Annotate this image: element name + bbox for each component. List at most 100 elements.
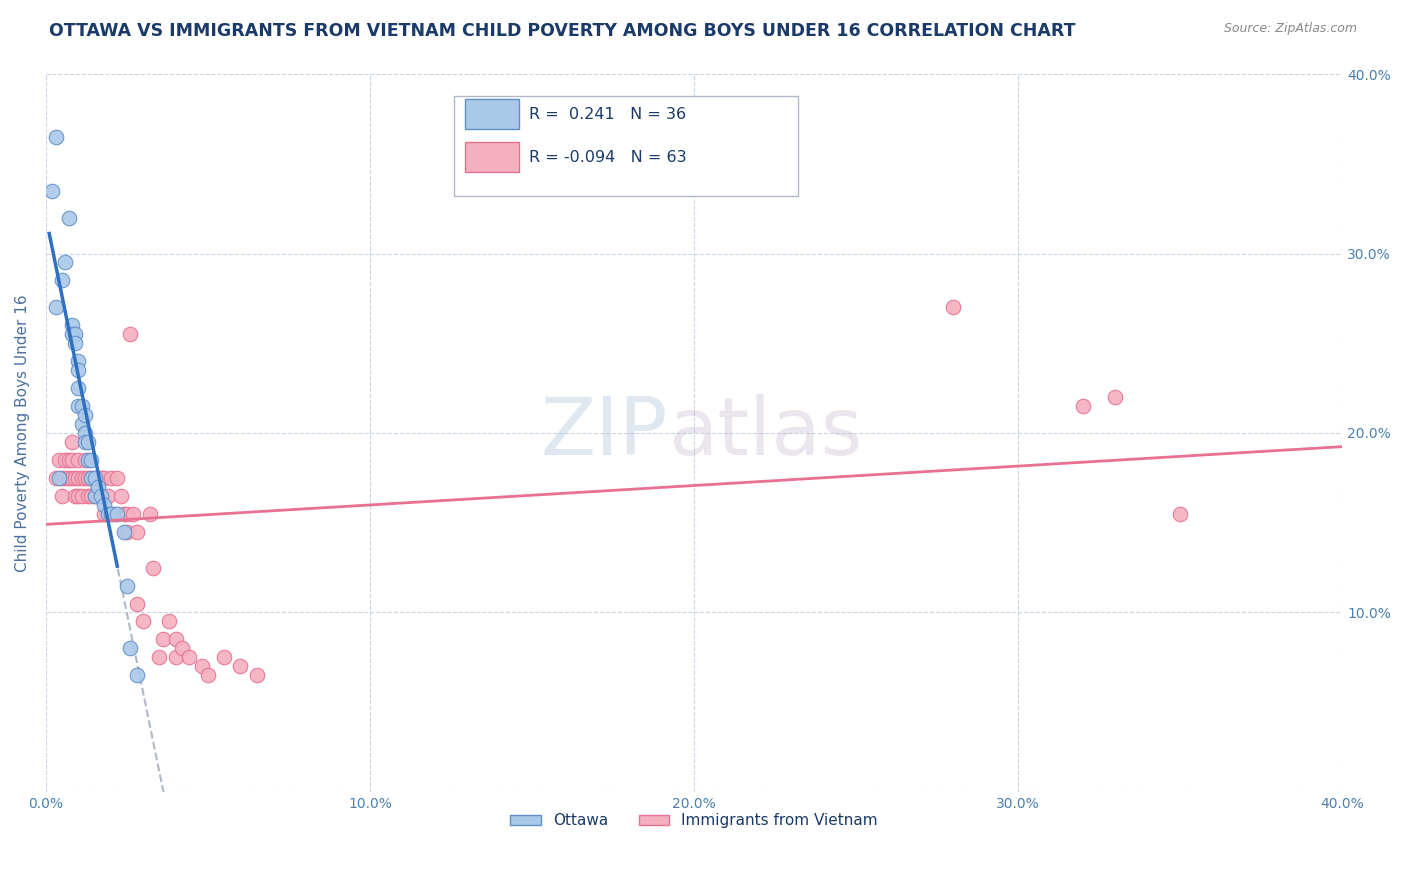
Point	[67, 489, 90, 503]
Point	[67, 399, 90, 413]
Point	[115, 507, 138, 521]
Point	[80, 471, 103, 485]
Point	[58, 471, 80, 485]
Point	[55, 255, 77, 269]
Text: R = -0.094   N = 63: R = -0.094 N = 63	[530, 150, 688, 165]
Point	[87, 480, 110, 494]
Point	[67, 354, 90, 368]
Point	[51, 273, 73, 287]
Point	[63, 327, 86, 342]
Point	[73, 453, 96, 467]
Point	[77, 453, 100, 467]
Legend: Ottawa, Immigrants from Vietnam: Ottawa, Immigrants from Vietnam	[503, 807, 884, 835]
Point	[125, 597, 148, 611]
Point	[70, 417, 93, 431]
Point	[122, 507, 145, 521]
Point	[142, 560, 165, 574]
Point	[51, 489, 73, 503]
Point	[67, 381, 90, 395]
Point	[67, 471, 90, 485]
Point	[152, 632, 174, 647]
Point	[48, 453, 70, 467]
Point	[70, 471, 93, 485]
Point	[48, 471, 70, 485]
Point	[942, 301, 965, 315]
Point	[77, 434, 100, 449]
Point	[55, 453, 77, 467]
Point	[190, 659, 212, 673]
Point	[115, 524, 138, 539]
Point	[60, 318, 83, 333]
Point	[60, 327, 83, 342]
Point	[41, 184, 63, 198]
Point	[63, 471, 86, 485]
Point	[103, 507, 125, 521]
Point	[80, 489, 103, 503]
Point	[60, 434, 83, 449]
Text: atlas: atlas	[668, 394, 862, 472]
Point	[83, 489, 105, 503]
Point	[125, 668, 148, 682]
Point	[120, 641, 142, 656]
Point	[165, 632, 187, 647]
Point	[87, 471, 110, 485]
Point	[90, 471, 112, 485]
Point	[105, 507, 128, 521]
Point	[1104, 390, 1126, 404]
Point	[73, 425, 96, 440]
Point	[77, 489, 100, 503]
Point	[115, 578, 138, 592]
Point	[165, 650, 187, 665]
Point	[73, 434, 96, 449]
Point	[93, 507, 115, 521]
Point	[83, 471, 105, 485]
Point	[73, 408, 96, 422]
Text: OTTAWA VS IMMIGRANTS FROM VIETNAM CHILD POVERTY AMONG BOYS UNDER 16 CORRELATION : OTTAWA VS IMMIGRANTS FROM VIETNAM CHILD …	[49, 22, 1076, 40]
Point	[60, 453, 83, 467]
Text: Source: ZipAtlas.com: Source: ZipAtlas.com	[1223, 22, 1357, 36]
Point	[51, 471, 73, 485]
Point	[212, 650, 235, 665]
Point	[67, 453, 90, 467]
Point	[70, 489, 93, 503]
Point	[110, 489, 132, 503]
Point	[90, 489, 112, 503]
FancyBboxPatch shape	[464, 142, 519, 172]
Point	[83, 471, 105, 485]
Point	[58, 453, 80, 467]
Point	[93, 471, 115, 485]
Point	[73, 471, 96, 485]
Point	[80, 453, 103, 467]
Point	[246, 668, 269, 682]
Point	[148, 650, 170, 665]
Point	[55, 471, 77, 485]
Point	[45, 301, 67, 315]
Point	[132, 615, 155, 629]
Point	[1168, 507, 1191, 521]
Point	[172, 641, 194, 656]
Point	[60, 471, 83, 485]
Point	[87, 489, 110, 503]
Y-axis label: Child Poverty Among Boys Under 16: Child Poverty Among Boys Under 16	[15, 294, 30, 572]
Point	[90, 489, 112, 503]
Point	[93, 498, 115, 512]
Point	[229, 659, 252, 673]
Point	[45, 129, 67, 144]
Point	[197, 668, 219, 682]
Point	[120, 327, 142, 342]
Point	[80, 471, 103, 485]
Point	[77, 471, 100, 485]
Point	[105, 471, 128, 485]
Point	[100, 507, 122, 521]
Point	[100, 471, 122, 485]
Point	[157, 615, 180, 629]
Point	[1071, 399, 1094, 413]
Text: R =  0.241   N = 36: R = 0.241 N = 36	[530, 107, 686, 121]
Point	[125, 524, 148, 539]
Point	[58, 211, 80, 225]
Point	[63, 489, 86, 503]
FancyBboxPatch shape	[464, 99, 519, 129]
Text: ZIP: ZIP	[541, 394, 668, 472]
Point	[96, 507, 118, 521]
Point	[67, 363, 90, 377]
